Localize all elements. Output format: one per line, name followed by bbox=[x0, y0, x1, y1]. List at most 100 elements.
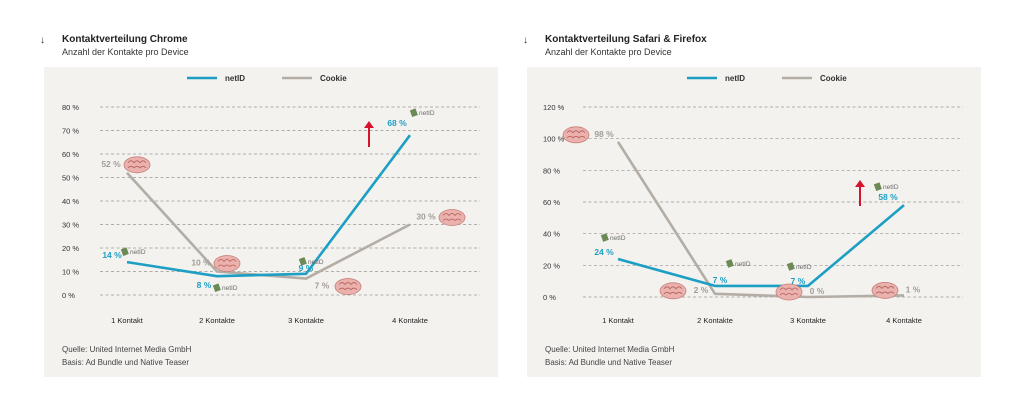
brain-folds bbox=[875, 286, 895, 294]
data-label-netid: 7 % bbox=[791, 276, 806, 286]
data-label-cookie: 1 % bbox=[906, 284, 921, 294]
netid-tag-icon bbox=[786, 262, 795, 271]
arrow-up-head bbox=[855, 180, 865, 187]
x-tick-label: 1 Kontakt bbox=[602, 316, 635, 325]
chart-card: 80 % 70 % 60 % 50 % 40 % 30 % 20 % 10 % 0 % netID… bbox=[44, 67, 498, 377]
series-line-netid bbox=[617, 204, 905, 288]
legend-label-netid: netID bbox=[725, 74, 745, 83]
netid-tag-icon bbox=[212, 283, 221, 293]
chart-subtitle: Anzahl der Kontakte pro Device bbox=[545, 47, 672, 57]
data-label-cookie: 2 % bbox=[694, 285, 709, 295]
chart-title: Kontaktverteilung Safari & Firefox bbox=[545, 34, 707, 45]
arrow-up-icon bbox=[855, 180, 865, 206]
y-tick-label: 20 % bbox=[543, 261, 560, 270]
brain-folds bbox=[217, 259, 237, 268]
data-label-cookie: 30 % bbox=[416, 212, 436, 222]
arrow-down-icon: ↓ bbox=[523, 35, 528, 46]
basis-text: Basis: Ad Bundle und Native Teaser bbox=[545, 358, 673, 367]
data-label-netid: 58 % bbox=[878, 192, 898, 202]
arrow-down-icon: ↓ bbox=[40, 35, 45, 46]
series-line-netid bbox=[126, 134, 412, 278]
data-label-netid: 8 % bbox=[197, 280, 212, 290]
cookie-brain-icon bbox=[438, 209, 466, 226]
netid-tag-label: netID bbox=[419, 110, 435, 117]
x-tick-label: 4 Kontakte bbox=[392, 316, 428, 325]
y-tick-label: 30 % bbox=[62, 221, 79, 230]
netid-badge: netID bbox=[409, 108, 435, 118]
netid-badge: netID bbox=[600, 233, 626, 242]
cookie-brain-icon bbox=[775, 283, 803, 301]
brain-shape bbox=[562, 126, 590, 144]
y-tick-label: 20 % bbox=[62, 244, 79, 253]
y-tick-label: 40 % bbox=[543, 230, 560, 239]
y-tick-label: 0 % bbox=[62, 291, 75, 300]
data-label-cookie: 52 % bbox=[101, 159, 121, 169]
data-label-netid: 24 % bbox=[594, 247, 614, 257]
legend-label-cookie: Cookie bbox=[320, 74, 347, 83]
x-tick-label: 3 Kontakte bbox=[288, 316, 324, 325]
brain-shape bbox=[123, 156, 151, 174]
y-tick-label: 60 % bbox=[543, 198, 560, 207]
line-chart-chrome: 80 % 70 % 60 % 50 % 40 % 30 % 20 % 10 % 0 % netID… bbox=[62, 74, 480, 325]
cookie-brain-icon bbox=[659, 282, 687, 300]
chart-title: Kontaktverteilung Chrome bbox=[62, 34, 188, 45]
brain-folds bbox=[663, 286, 683, 295]
netid-tag-label: netID bbox=[735, 261, 751, 268]
cookie-brain-icon bbox=[213, 255, 241, 272]
chart-panel-chrome: ↓ Kontaktverteilung Chrome Anzahl der Ko… bbox=[40, 0, 498, 414]
netid-tag-icon bbox=[409, 108, 418, 118]
brain-folds bbox=[779, 287, 799, 296]
netid-tag-icon bbox=[725, 259, 734, 268]
data-label-netid: 68 % bbox=[387, 118, 407, 128]
y-tick-label: 50 % bbox=[62, 174, 79, 183]
cookie-brain-icon bbox=[871, 282, 899, 299]
data-label-cookie: 98 % bbox=[594, 129, 614, 139]
netid-tag-icon bbox=[873, 182, 882, 192]
y-tick-label: 10 % bbox=[62, 268, 79, 277]
chart-panel-safari-firefox: ↓ Kontaktverteilung Safari & Firefox Anz… bbox=[523, 0, 981, 414]
brain-shape bbox=[213, 255, 241, 272]
netid-badge: netID bbox=[725, 259, 751, 268]
x-tick-label: 1 Kontakt bbox=[111, 316, 144, 325]
legend: netID Cookie bbox=[187, 74, 347, 83]
netid-tag-icon bbox=[298, 257, 307, 266]
y-tick-label: 70 % bbox=[62, 127, 79, 136]
netid-tag-label: netID bbox=[222, 285, 238, 292]
brain-shape bbox=[775, 283, 803, 301]
data-label-cookie: 0 % bbox=[810, 286, 825, 296]
cookie-brain-icon bbox=[334, 278, 362, 295]
netid-badge: netID bbox=[786, 262, 812, 271]
data-label-cookie: 7 % bbox=[315, 281, 330, 291]
brain-shape bbox=[871, 282, 899, 299]
netid-tag-label: netID bbox=[796, 264, 812, 271]
data-label-netid: 14 % bbox=[102, 250, 122, 260]
chart-card: 120 % 100 % 80 % 60 % 40 % 20 % 0 % netID Cookie… bbox=[527, 67, 981, 377]
netid-badge: netID bbox=[298, 257, 324, 266]
y-tick-label: 120 % bbox=[543, 103, 565, 112]
basis-text: Basis: Ad Bundle und Native Teaser bbox=[62, 358, 190, 367]
line-chart-safari-firefox: 120 % 100 % 80 % 60 % 40 % 20 % 0 % netID Cookie… bbox=[543, 74, 963, 325]
x-tick-label: 3 Kontakte bbox=[790, 316, 826, 325]
cookie-brain-icon bbox=[562, 126, 590, 144]
arrow-up-head bbox=[364, 121, 374, 128]
x-tick-label: 4 Kontakte bbox=[886, 316, 922, 325]
arrow-up-icon bbox=[364, 121, 374, 147]
data-label-netid: 9 % bbox=[299, 263, 314, 273]
y-tick-label: 60 % bbox=[62, 150, 79, 159]
y-tick-label: 0 % bbox=[543, 293, 556, 302]
source-text: Quelle: United Internet Media GmbH bbox=[62, 345, 192, 354]
netid-badge: netID bbox=[873, 182, 899, 192]
brain-folds bbox=[442, 213, 462, 222]
data-label-netid: 7 % bbox=[713, 275, 728, 285]
brain-folds bbox=[338, 282, 358, 291]
cookie-brain-icon bbox=[123, 156, 151, 174]
brain-shape bbox=[334, 278, 362, 295]
netid-tag-label: netID bbox=[883, 184, 899, 191]
y-tick-label: 100 % bbox=[543, 135, 565, 144]
x-tick-label: 2 Kontakte bbox=[199, 316, 235, 325]
netid-tag-icon bbox=[120, 247, 129, 256]
x-tick-label: 2 Kontakte bbox=[697, 316, 733, 325]
netid-badge: netID bbox=[212, 283, 238, 293]
brain-shape bbox=[659, 282, 687, 300]
y-tick-label: 80 % bbox=[543, 166, 560, 175]
